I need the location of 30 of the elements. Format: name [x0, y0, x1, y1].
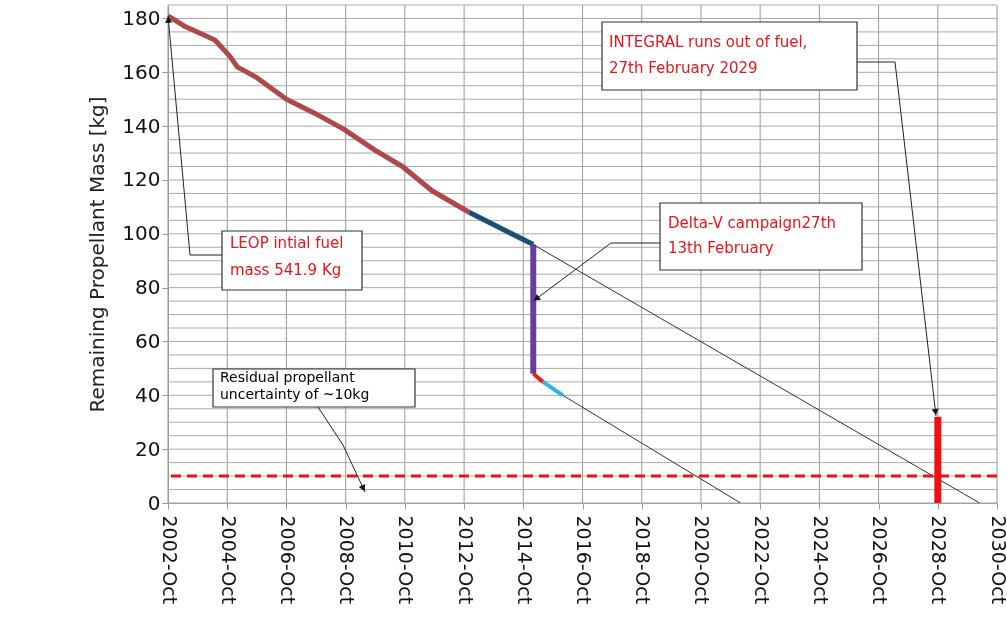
x-tick-label: 2030-Oct [987, 515, 1007, 605]
x-tick-label: 2016-Oct [573, 515, 596, 605]
x-tick-label: 2022-Oct [750, 515, 773, 605]
x-tick-label: 2010-Oct [395, 515, 418, 605]
y-tick-label: 0 [147, 490, 161, 515]
y-tick-label: 60 [135, 328, 161, 353]
y-tick-label: 40 [135, 382, 161, 407]
x-tick-label: 2020-Oct [691, 515, 714, 605]
x-tick-label: 2004-Oct [217, 515, 240, 605]
y-tick-label: 160 [122, 59, 161, 84]
y-tick-label: 120 [122, 167, 161, 192]
y-tick-label: 100 [122, 221, 161, 246]
x-tick-label: 2008-Oct [336, 515, 359, 605]
annotation: Delta-V campaign27th 13th February [668, 214, 837, 257]
y-tick-label: 140 [122, 113, 161, 138]
y-tick-label: 80 [135, 275, 161, 300]
x-tick-label: 2028-Oct [928, 515, 951, 605]
y-tick-label: 180 [122, 5, 161, 30]
annotation: LEOP intial fuel mass 541.9 Kg [230, 234, 344, 279]
x-tick-label: 2024-Oct [809, 515, 832, 605]
annotation: Residual propellant uncertainty of ~10kg [220, 369, 370, 402]
x-tick-label: 2014-Oct [513, 515, 536, 605]
x-tick-label: 2002-Oct [158, 515, 181, 605]
x-tick-label: 2026-Oct [869, 515, 892, 605]
y-tick-label: 20 [135, 436, 161, 461]
x-tick-label: 2018-Oct [632, 515, 655, 605]
y-axis-title: Remaining Propellant Mass [kg] [85, 96, 110, 413]
x-tick-label: 2012-Oct [454, 515, 477, 605]
annotation: INTEGRAL runs out of fuel, 27th February 2029 [609, 33, 808, 77]
x-tick-label: 2006-Oct [276, 515, 299, 605]
